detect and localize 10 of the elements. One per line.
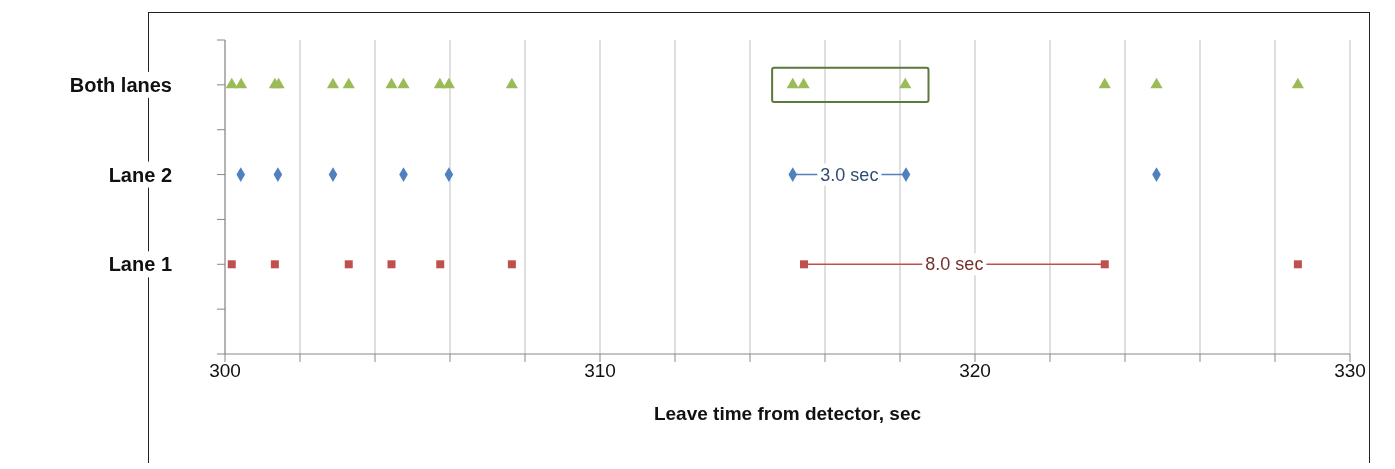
y-tick-label: Lane 1 (108, 253, 172, 276)
x-tick-label: 300 (209, 360, 241, 382)
x-tick-label: 330 (1334, 360, 1366, 382)
x-tick-label: 310 (584, 360, 616, 382)
annotation: 8.0 sec (925, 254, 984, 275)
x-tick-label: 320 (959, 360, 991, 382)
annotation: 3.0 sec (820, 164, 879, 185)
y-tick-label: Lane 2 (108, 163, 172, 186)
y-tick-label: Both lanes (69, 73, 172, 96)
x-axis-title: Leave time from detector, sec (653, 403, 922, 424)
